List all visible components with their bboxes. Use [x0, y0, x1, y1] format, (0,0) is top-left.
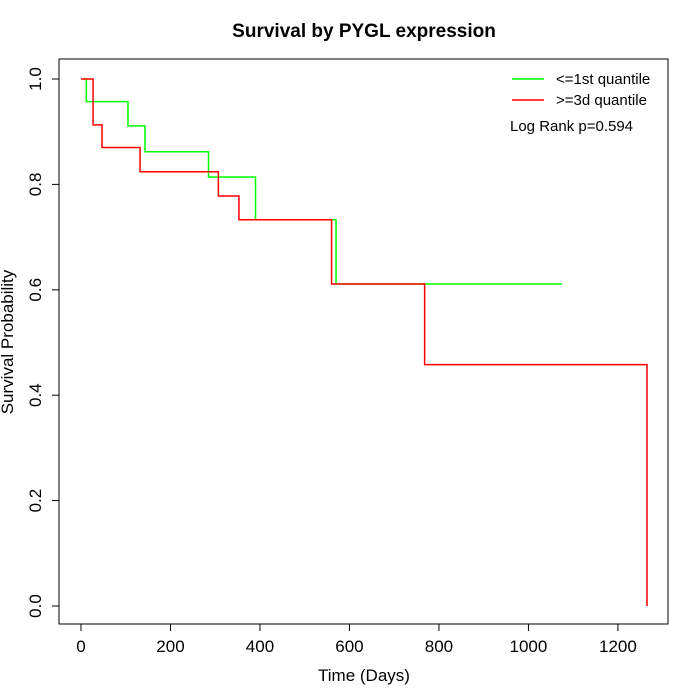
series-line-1: [83, 78, 562, 285]
x-tick-label: 600: [335, 637, 363, 656]
y-axis-label: Survival Probability: [0, 269, 17, 414]
x-axis: 0 200 400 600 800 1000 1200: [76, 623, 637, 656]
x-tick-label: 1200: [599, 637, 637, 656]
log-rank-annotation: Log Rank p=0.594: [510, 118, 633, 135]
x-tick-label: 200: [156, 637, 184, 656]
legend-label-1: <=1st quantile: [556, 71, 650, 88]
x-axis-label: Time (Days): [318, 666, 410, 685]
legend: <=1st quantile >=3d quantile: [512, 71, 650, 109]
y-tick-label: 0.6: [26, 278, 45, 302]
x-tick-label: 1000: [510, 637, 548, 656]
legend-label-2: >=3d quantile: [556, 92, 647, 109]
y-tick-label: 1.0: [26, 67, 45, 91]
y-tick-label: 0.0: [26, 594, 45, 618]
y-axis: 0.0 0.2 0.4 0.6 0.8 1.0: [26, 67, 60, 618]
plot-frame: [58, 58, 669, 625]
y-tick-label: 0.4: [26, 383, 45, 407]
x-tick-label: 400: [246, 637, 274, 656]
series-line-2: [81, 78, 648, 606]
x-tick-label: 0: [76, 637, 85, 656]
series-layer: [81, 78, 648, 606]
y-tick-label: 0.2: [26, 489, 45, 513]
y-tick-label: 0.8: [26, 173, 45, 197]
chart-title: Survival by PYGL expression: [232, 21, 496, 42]
x-tick-label: 800: [425, 637, 453, 656]
